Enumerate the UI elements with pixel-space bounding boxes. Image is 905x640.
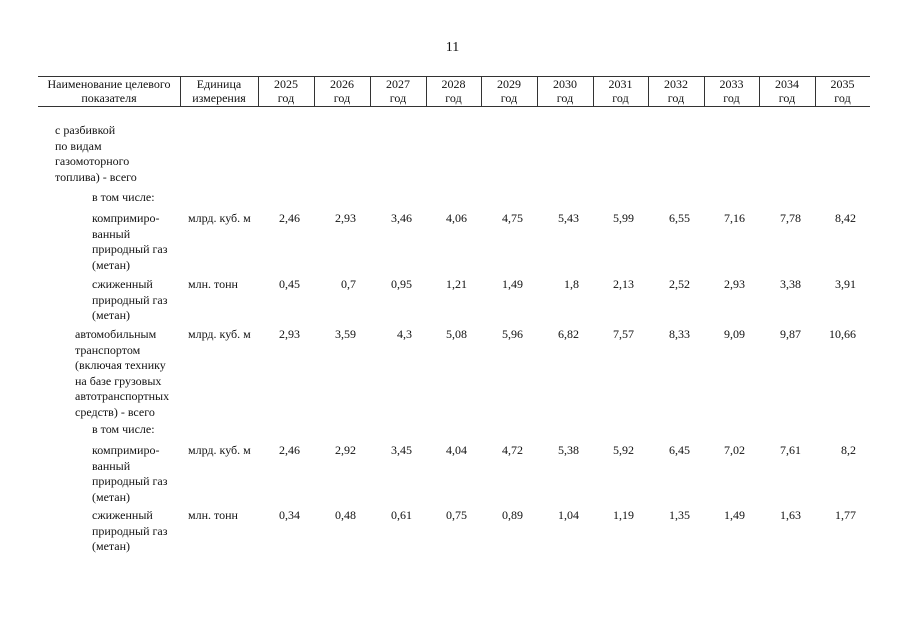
- cell-value: 5,99: [613, 211, 634, 225]
- cell-value: 4,75: [502, 211, 523, 225]
- cell-value: 1,63: [780, 508, 801, 522]
- cell-value: 2,93: [279, 327, 300, 341]
- row-name: в том числе:: [92, 422, 155, 436]
- cell-value: 1,19: [613, 508, 634, 522]
- cell-value: 5,96: [502, 327, 523, 341]
- header-cell: 2030 год: [553, 77, 577, 105]
- table-header-rule: [38, 106, 870, 107]
- cell-value: 7,61: [780, 443, 801, 457]
- cell-value: 3,46: [391, 211, 412, 225]
- cell-value: 10,66: [829, 327, 856, 341]
- cell-value: 0,48: [335, 508, 356, 522]
- column-divider: [593, 76, 594, 106]
- cell-value: 2,13: [613, 277, 634, 291]
- cell-value: 5,08: [446, 327, 467, 341]
- header-cell: Единица измерения: [192, 77, 246, 105]
- cell-value: 3,91: [835, 277, 856, 291]
- header-cell: 2032 год: [664, 77, 688, 105]
- column-divider: [314, 76, 315, 106]
- column-divider: [426, 76, 427, 106]
- row-name: компримиро- ванный природный газ (метан): [92, 443, 168, 504]
- cell-value: 8,33: [669, 327, 690, 341]
- cell-value: 0,61: [391, 508, 412, 522]
- page-number: 11: [445, 40, 460, 55]
- cell-value: 5,38: [558, 443, 579, 457]
- column-divider: [180, 76, 181, 106]
- header-cell: 2034 год: [775, 77, 799, 105]
- header-cell: Наименование целевого показателя: [47, 77, 171, 105]
- column-divider: [648, 76, 649, 106]
- cell-value: 2,93: [335, 211, 356, 225]
- cell-value: 1,21: [446, 277, 467, 291]
- cell-value: 1,35: [669, 508, 690, 522]
- cell-value: 4,72: [502, 443, 523, 457]
- header-cell: 2027 год: [386, 77, 410, 105]
- column-divider: [759, 76, 760, 106]
- row-unit: млн. тонн: [188, 508, 238, 522]
- column-divider: [704, 76, 705, 106]
- cell-value: 2,93: [724, 277, 745, 291]
- column-divider: [537, 76, 538, 106]
- cell-value: 7,57: [613, 327, 634, 341]
- cell-value: 2,46: [279, 443, 300, 457]
- cell-value: 4,04: [446, 443, 467, 457]
- row-unit: млрд. куб. м: [188, 211, 251, 225]
- row-name: автомобильным транспортом (включая техни…: [75, 327, 170, 419]
- cell-value: 1,77: [835, 508, 856, 522]
- cell-value: 8,42: [835, 211, 856, 225]
- cell-value: 0,95: [391, 277, 412, 291]
- cell-value: 5,43: [558, 211, 579, 225]
- cell-value: 1,04: [558, 508, 579, 522]
- cell-value: 5,92: [613, 443, 634, 457]
- cell-value: 8,2: [841, 443, 856, 457]
- row-unit: млн. тонн: [188, 277, 238, 291]
- cell-value: 6,45: [669, 443, 690, 457]
- cell-value: 0,89: [502, 508, 523, 522]
- header-cell: 2029 год: [497, 77, 521, 105]
- header-cell: 2035 год: [830, 77, 855, 105]
- header-cell: 2033 год: [719, 77, 744, 105]
- row-name: компримиро- ванный природный газ (метан): [92, 211, 168, 272]
- cell-value: 3,38: [780, 277, 801, 291]
- row-name: в том числе:: [92, 190, 155, 204]
- cell-value: 0,7: [341, 277, 356, 291]
- cell-value: 2,52: [669, 277, 690, 291]
- column-divider: [481, 76, 482, 106]
- cell-value: 1,49: [724, 508, 745, 522]
- cell-value: 0,75: [446, 508, 467, 522]
- cell-value: 1,8: [564, 277, 579, 291]
- cell-value: 7,78: [780, 211, 801, 225]
- cell-value: 4,3: [397, 327, 412, 341]
- column-divider: [258, 76, 259, 106]
- row-unit: млрд. куб. м: [188, 327, 251, 341]
- cell-value: 1,49: [502, 277, 523, 291]
- column-divider: [370, 76, 371, 106]
- column-divider: [815, 76, 816, 106]
- cell-value: 3,59: [335, 327, 356, 341]
- cell-value: 6,55: [669, 211, 690, 225]
- header-cell: 2031 год: [608, 77, 633, 105]
- cell-value: 2,92: [335, 443, 356, 457]
- row-name: сжиженный природный газ (метан): [92, 508, 168, 553]
- cell-value: 6,82: [558, 327, 579, 341]
- cell-value: 9,09: [724, 327, 745, 341]
- cell-value: 0,45: [279, 277, 300, 291]
- row-name: сжиженный природный газ (метан): [92, 277, 168, 322]
- cell-value: 3,45: [391, 443, 412, 457]
- cell-value: 7,02: [724, 443, 745, 457]
- cell-value: 0,34: [279, 508, 300, 522]
- header-cell: 2028 год: [441, 77, 466, 105]
- cell-value: 9,87: [780, 327, 801, 341]
- table-top-rule: [38, 76, 870, 77]
- row-unit: млрд. куб. м: [188, 443, 251, 457]
- header-cell: 2025 год: [274, 77, 298, 105]
- row-name: с разбивкой по видам газомоторного топли…: [55, 123, 137, 184]
- cell-value: 2,46: [279, 211, 300, 225]
- cell-value: 7,16: [724, 211, 745, 225]
- header-cell: 2026 год: [330, 77, 354, 105]
- cell-value: 4,06: [446, 211, 467, 225]
